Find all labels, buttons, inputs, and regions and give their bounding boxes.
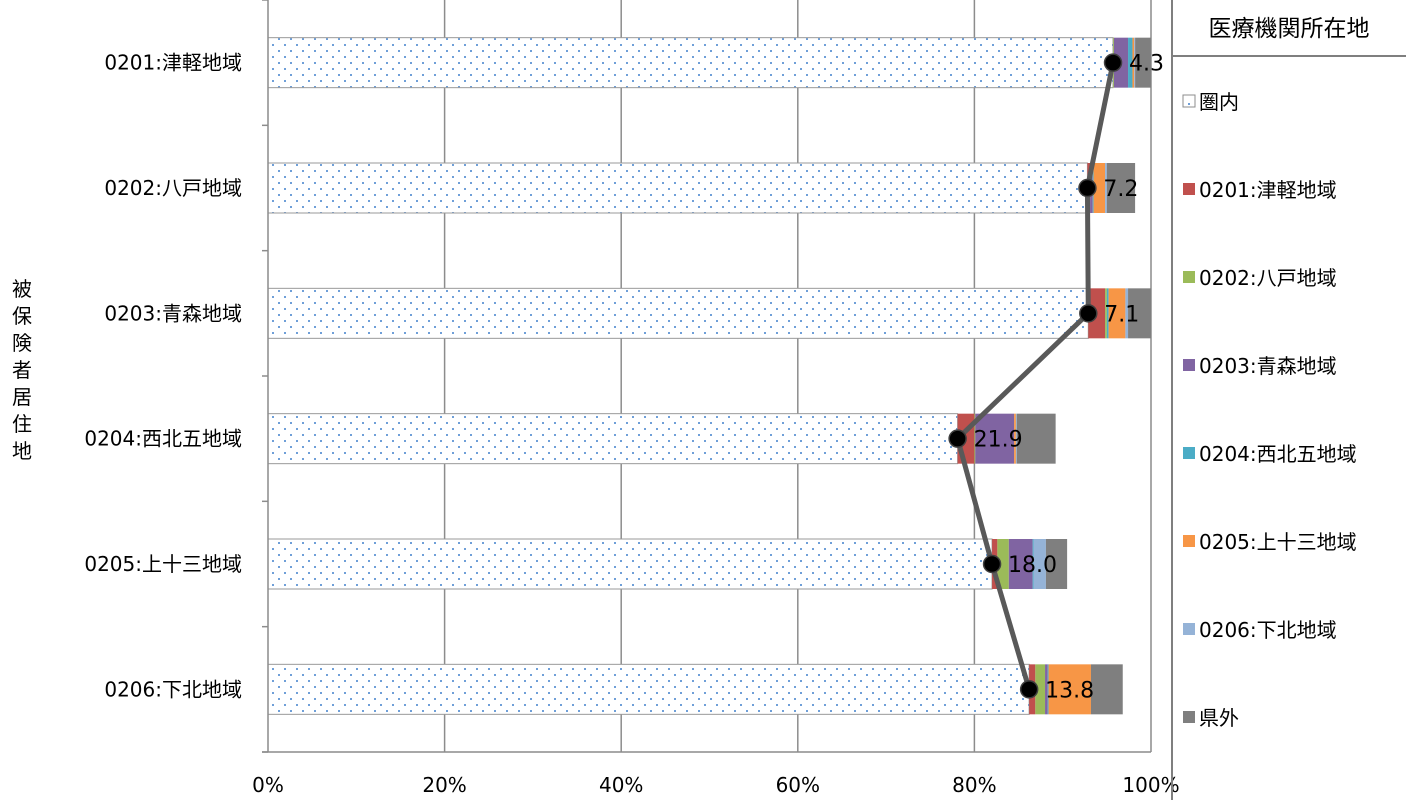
data-label-3: 7.1	[1104, 302, 1139, 327]
bar-segment	[1132, 37, 1135, 88]
bar-segment	[1048, 664, 1091, 715]
data-label-5: 18.0	[1008, 553, 1057, 578]
category-label-6: 0206:下北地域	[104, 677, 242, 701]
bar-segment	[1033, 539, 1046, 589]
chart-bars	[267, 37, 1151, 715]
legend-entry-4: 0203:青森地域	[1199, 354, 1337, 378]
bar-segment	[1090, 664, 1123, 715]
data-label-2: 7.2	[1103, 177, 1138, 202]
legend-swatch	[1183, 623, 1195, 635]
bar-segment	[267, 538, 993, 590]
x-tick-label-80%: 80%	[952, 773, 996, 797]
legend-title: 医療機関所在地	[1209, 16, 1370, 42]
legend-swatch	[1183, 271, 1195, 283]
legend-entry-1: 圏内	[1199, 90, 1239, 114]
bar-segment	[1128, 288, 1151, 339]
legend-swatch	[1182, 94, 1196, 108]
bar-segment	[1045, 664, 1048, 715]
category-label-3: 0203:青森地域	[104, 301, 242, 325]
x-tick-label-100%: 100%	[1122, 773, 1179, 797]
bar-segment	[1128, 37, 1133, 88]
legend-swatch	[1183, 359, 1195, 371]
legend-swatch	[1183, 535, 1195, 547]
bar-segment	[1093, 163, 1106, 213]
chart-line	[948, 53, 1123, 699]
line-point	[1019, 680, 1039, 699]
legend-entry-8: 県外	[1199, 706, 1239, 730]
bar-segment	[1106, 288, 1109, 339]
chart-axes: 0% 20% 40% 60% 80% 100% 0201:津軽地域 0202:八戸地域 0203…	[12, 0, 1180, 797]
x-tick-label-20%: 20%	[422, 773, 466, 797]
category-label-1: 0201:津軽地域	[104, 51, 242, 75]
bar-segment	[1014, 413, 1016, 464]
legend-entry-6: 0205:上十三地域	[1199, 530, 1357, 554]
bar-segment	[267, 663, 1030, 715]
bar-segment	[1105, 288, 1107, 339]
bar-segment	[1105, 163, 1107, 213]
bar-segment	[1108, 288, 1126, 339]
bar-segment	[267, 37, 1114, 89]
bar-segment	[1015, 413, 1017, 464]
x-tick-label-40%: 40%	[599, 773, 643, 797]
legend-entry-7: 0206:下北地域	[1199, 618, 1337, 642]
x-tick-label-60%: 60%	[776, 773, 820, 797]
legend-entry-3: 0202:八戸地域	[1199, 266, 1337, 290]
bar-segment	[267, 287, 1089, 339]
bar-segment	[1135, 37, 1151, 88]
bar-segment	[1106, 163, 1136, 213]
legend-swatch-dot	[1188, 103, 1190, 105]
bar-segment	[1008, 539, 1033, 589]
line-point	[948, 429, 967, 448]
bar-segment	[997, 539, 1009, 589]
data-label-6: 13.8	[1045, 678, 1094, 703]
line-point	[1078, 178, 1097, 198]
legend-entry-2: 0201:津軽地域	[1199, 178, 1337, 202]
x-tick-label-0%: 0%	[252, 773, 284, 797]
bar-segment	[1016, 413, 1056, 464]
bar-segment	[1125, 288, 1129, 339]
bar-segment	[1134, 37, 1136, 88]
bar-segment	[267, 162, 1088, 214]
category-label-2: 0202:八戸地域	[104, 176, 242, 200]
legend-entry-5: 0204:西北五地域	[1199, 442, 1357, 466]
data-label-4: 21.9	[974, 428, 1023, 453]
category-label-4: 0204:西北五地域	[84, 427, 242, 451]
chart-labels: 4.3 7.2 7.1 21.9 18.0 13.8	[974, 52, 1164, 704]
legend-swatch	[1183, 447, 1195, 459]
bar-segment	[1032, 539, 1034, 589]
bar-segment	[1045, 539, 1068, 589]
category-label-5: 0205:上十三地域	[84, 552, 242, 576]
y-axis-label: 被保険者居住地	[12, 277, 32, 463]
bar-segment	[974, 413, 976, 464]
legend-swatch	[1183, 183, 1195, 195]
line-point	[982, 554, 1002, 574]
bar-segment	[975, 413, 1015, 464]
line-point	[1103, 53, 1123, 72]
bar-segment	[1047, 664, 1049, 715]
data-label-1: 4.3	[1129, 52, 1164, 77]
line-series	[955, 62, 1116, 691]
legend-swatch	[1183, 711, 1195, 723]
line-point	[1079, 304, 1098, 323]
bar-segment	[267, 413, 959, 465]
chart-grid	[443, 0, 1152, 752]
bar-segment	[1035, 664, 1046, 715]
